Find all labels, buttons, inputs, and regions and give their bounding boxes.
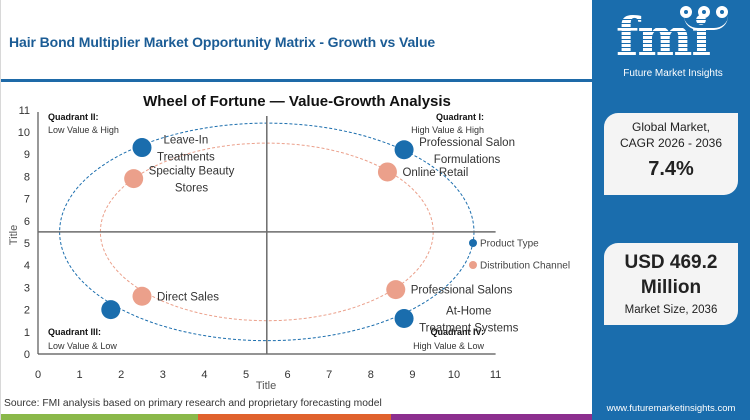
logo-tagline: Future Market Insights xyxy=(623,68,723,79)
cagr-card: Global Market, CAGR 2026 - 2036 7.4% xyxy=(604,113,738,195)
fmi-logo[interactable]: fmi Future Market Insights xyxy=(614,2,732,86)
quadrant-i-title: Quadrant I: xyxy=(436,112,484,122)
x-tick-label: 0 xyxy=(35,369,41,381)
cagr-label-line1: Global Market, xyxy=(631,120,711,134)
data-point-label: Online Retail xyxy=(402,167,468,179)
quadrant-iv-subtitle: High Value & Low xyxy=(413,341,484,351)
y-tick-label: 7 xyxy=(24,194,30,206)
market-size-value-line1: USD 469.2 xyxy=(624,252,718,273)
data-point-label: Specialty Beauty xyxy=(149,166,235,178)
page-title: Hair Bond Multiplier Market Opportunity … xyxy=(9,34,436,50)
quadrant-ii-title: Quadrant II: xyxy=(48,112,99,122)
title-divider xyxy=(1,79,597,82)
data-point xyxy=(386,280,406,300)
data-point-label: Formulations xyxy=(434,154,501,166)
data-point xyxy=(101,300,121,320)
footer-color-bar xyxy=(1,414,593,420)
y-tick-label: 8 xyxy=(24,171,30,183)
data-point-label: Direct Sales xyxy=(157,291,219,303)
y-tick-label: 2 xyxy=(24,305,30,317)
legend-marker xyxy=(469,261,477,269)
market-size-value-line2: Million xyxy=(640,277,702,298)
cagr-label-line2: CAGR 2026 - 2036 xyxy=(619,136,723,150)
market-size-label: Market Size, 2036 xyxy=(624,304,718,316)
website-link[interactable]: www.futuremarketinsights.com xyxy=(606,403,736,414)
y-tick-label: 4 xyxy=(24,260,30,272)
data-point xyxy=(377,162,397,182)
y-tick-label: 9 xyxy=(24,149,30,161)
data-point-label: Professional Salon xyxy=(419,137,515,149)
cagr-value: 7.4% xyxy=(648,158,694,180)
x-tick-label: 8 xyxy=(368,369,374,381)
sidebar: fmi Future Market Insights Global Market… xyxy=(592,0,750,420)
report-panel: Hair Bond Multiplier Market Opportunity … xyxy=(0,0,597,420)
x-tick-label: 5 xyxy=(243,369,249,381)
quadrant-iii-title: Quadrant III: xyxy=(48,327,101,337)
x-tick-label: 7 xyxy=(326,369,332,381)
x-tick-label: 3 xyxy=(160,369,166,381)
data-point-label: Stores xyxy=(175,183,208,195)
x-tick-label: 1 xyxy=(77,369,83,381)
quadrant-ii-subtitle: Low Value & High xyxy=(48,125,119,135)
data-point-label: Leave-In xyxy=(163,135,208,147)
opportunity-matrix-chart: Wheel of Fortune — Value-Growth Analysis… xyxy=(8,93,570,392)
smile-arc-icon xyxy=(684,16,728,30)
source-note: Source: FMI analysis based on primary re… xyxy=(4,398,382,409)
y-tick-label: 11 xyxy=(19,105,30,117)
legend-label: Product Type xyxy=(480,239,539,250)
data-point-label: Treatment Systems xyxy=(419,322,519,334)
data-point xyxy=(132,286,152,306)
x-tick-label: 6 xyxy=(285,369,291,381)
y-tick-label: 3 xyxy=(24,282,30,294)
y-tick-label: 6 xyxy=(24,216,30,228)
color-bar-orange xyxy=(198,414,391,420)
data-point-label: Professional Salons xyxy=(411,285,513,297)
x-tick-label: 10 xyxy=(448,369,460,381)
y-tick-label: 1 xyxy=(24,327,30,339)
x-axis-title: Title xyxy=(256,380,276,392)
legend-marker xyxy=(469,239,477,247)
x-tick-label: 2 xyxy=(118,369,124,381)
data-point-label: Treatments xyxy=(157,152,215,164)
quadrant-i-subtitle: High Value & High xyxy=(411,125,484,135)
x-tick-label: 11 xyxy=(490,369,501,381)
y-tick-label: 5 xyxy=(24,238,30,250)
x-tick-label: 9 xyxy=(409,369,415,381)
market-size-card: USD 469.2 Million Market Size, 2036 xyxy=(604,243,738,325)
x-tick-label: 4 xyxy=(201,369,207,381)
data-point xyxy=(394,140,414,160)
data-point xyxy=(132,138,152,158)
data-point xyxy=(394,308,414,328)
y-tick-label: 10 xyxy=(18,127,30,139)
quadrant-iv-title: Quadrant IV: xyxy=(430,327,484,337)
data-point xyxy=(124,169,144,189)
quadrant-iii-subtitle: Low Value & Low xyxy=(48,341,117,351)
chart-title: Wheel of Fortune — Value-Growth Analysis xyxy=(143,93,451,110)
data-point-label: At-Home xyxy=(446,305,491,317)
y-tick-label: 0 xyxy=(24,349,30,361)
legend-label: Distribution Channel xyxy=(480,261,570,272)
color-bar-purple xyxy=(391,414,593,420)
y-axis-title: Title xyxy=(8,225,20,245)
color-bar-green xyxy=(1,414,198,420)
